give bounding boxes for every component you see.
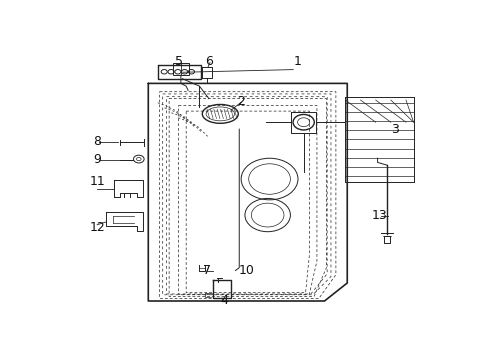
Text: 11: 11: [89, 175, 105, 188]
Text: 9: 9: [93, 153, 101, 166]
Text: 5: 5: [174, 55, 182, 68]
Text: 13: 13: [371, 208, 386, 221]
Text: 1: 1: [293, 55, 301, 68]
Text: 3: 3: [390, 123, 398, 136]
Text: 4: 4: [220, 294, 227, 307]
Text: 8: 8: [93, 135, 101, 148]
Text: 10: 10: [239, 264, 254, 277]
Text: 12: 12: [89, 221, 105, 234]
Text: 6: 6: [204, 55, 212, 68]
Text: 2: 2: [237, 95, 244, 108]
Text: 7: 7: [203, 264, 211, 277]
